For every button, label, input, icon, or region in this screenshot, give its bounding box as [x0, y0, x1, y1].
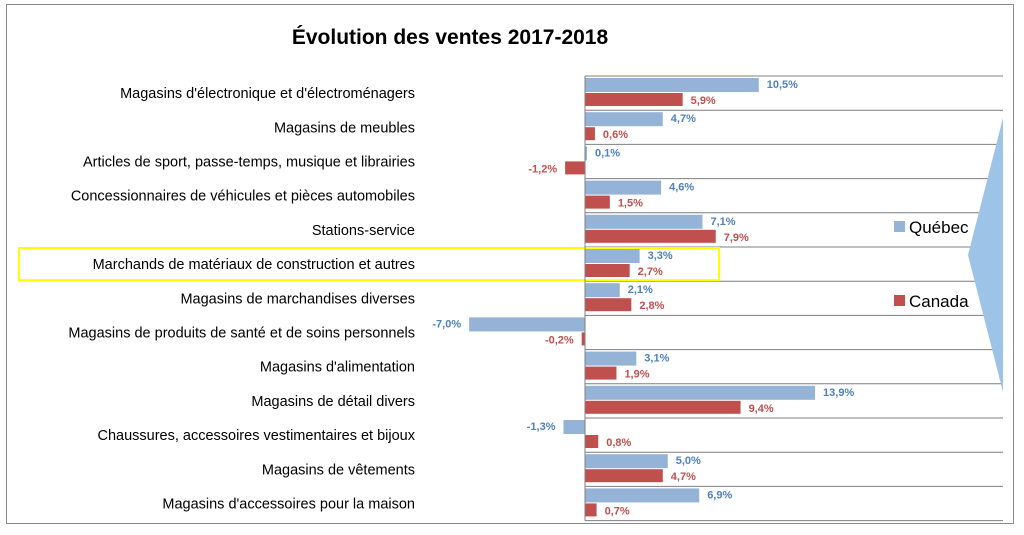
data-label-quebec: 3,1% [644, 353, 669, 365]
chart-title: Évolution des ventes 2017-2018 [291, 26, 609, 49]
category-label: Magasins de marchandises diverses [180, 291, 415, 307]
data-label-canada: 7,9% [724, 232, 749, 244]
data-label-quebec: 7,1% [711, 216, 736, 228]
bar-quebec [563, 420, 585, 434]
bar-canada [585, 366, 617, 380]
category-label: Concessionnaires de véhicules et pièces … [71, 189, 415, 205]
bar-quebec [585, 249, 640, 263]
data-label-canada: 1,5% [618, 198, 643, 210]
category-label: Magasins de produits de santé et de soin… [68, 326, 415, 342]
category-label: Articles de sport, passe-temps, musique … [83, 155, 415, 171]
data-label-quebec: 6,9% [707, 489, 732, 501]
legend-label-quebec: Québec [909, 218, 969, 237]
category-label: Chaussures, accessoires vestimentaires e… [97, 428, 415, 444]
category-label: Marchands de matériaux de construction e… [93, 257, 415, 273]
data-label-quebec: -1,3% [527, 421, 556, 433]
bar-canada [585, 93, 683, 106]
bar-quebec [585, 180, 662, 195]
data-label-canada: 1,9% [624, 369, 649, 381]
category-label: Magasins de vêtements [262, 462, 415, 478]
data-label-canada: 0,7% [605, 505, 630, 517]
data-label-canada: 2,8% [639, 300, 664, 312]
category-label: Magasins de meubles [274, 120, 415, 136]
bar-canada [565, 161, 585, 175]
bar-quebec [585, 351, 637, 366]
bar-canada [585, 229, 716, 243]
data-label-canada: 2,7% [638, 266, 663, 278]
bar-quebec [585, 214, 703, 229]
data-label-canada: -0,2% [545, 334, 574, 346]
legend-swatch-quebec [894, 221, 905, 232]
data-label-canada: 9,4% [749, 403, 774, 415]
legend-swatch-canada [894, 295, 905, 306]
bar-canada [581, 332, 585, 346]
bar-canada [585, 435, 599, 448]
data-label-canada: 0,6% [603, 129, 628, 141]
bar-quebec [585, 78, 759, 92]
data-label-quebec: 4,7% [671, 113, 696, 125]
data-label-quebec: 0,1% [595, 147, 620, 159]
data-label-quebec: 2,1% [628, 284, 653, 296]
bar-canada [585, 298, 632, 312]
data-label-quebec: 10,5% [767, 79, 798, 91]
bar-canada [585, 195, 610, 209]
bar-quebec [585, 454, 668, 469]
legend-label-canada: Canada [909, 292, 969, 311]
data-label-canada: -1,2% [528, 163, 557, 175]
data-label-quebec: 5,0% [676, 455, 701, 467]
category-label: Stations-service [312, 223, 415, 239]
bar-quebec [585, 488, 700, 503]
data-label-quebec: 13,9% [823, 387, 854, 399]
data-label-canada: 4,7% [671, 471, 696, 483]
bar-canada [585, 469, 663, 483]
chart-frame [6, 4, 1014, 524]
bar-canada [585, 503, 597, 517]
highlight-box [18, 247, 720, 282]
bar-quebec [585, 385, 816, 400]
bar-quebec [585, 283, 620, 298]
data-label-quebec: 4,6% [669, 182, 694, 194]
category-label: Magasins de détail divers [251, 394, 415, 410]
bar-quebec [469, 317, 585, 332]
bar-canada [585, 264, 630, 277]
bar-quebec [585, 112, 663, 127]
category-label: Magasins d'accessoires pour la maison [162, 497, 415, 513]
category-label: Magasins d'électronique et d'électroména… [120, 86, 415, 102]
bar-canada [585, 400, 741, 414]
data-label-quebec: -7,0% [432, 318, 461, 330]
pointer-shape [968, 118, 1003, 392]
category-label: Magasins d'alimentation [260, 360, 415, 376]
data-label-canada: 5,9% [691, 95, 716, 107]
bar-canada [585, 127, 595, 141]
bar-quebec [585, 146, 587, 161]
data-label-quebec: 3,3% [648, 250, 673, 262]
data-label-canada: 0,8% [606, 437, 631, 449]
